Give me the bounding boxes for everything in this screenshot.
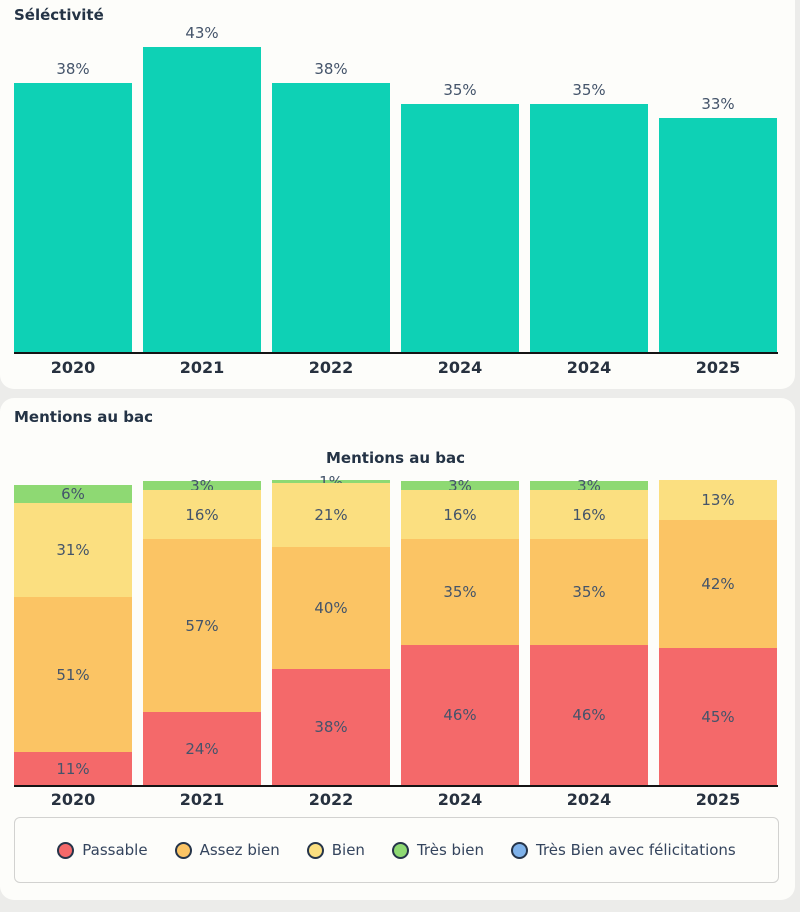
mentions-segment-passable-2024: 46% xyxy=(401,645,519,785)
mentions-segment-passable-2021: 24% xyxy=(143,712,261,785)
selectivity-bar-2025 xyxy=(659,118,777,352)
mentions-card: Mentions au bac Mentions au bac 6% 31% 51%… xyxy=(0,398,795,900)
mentions-segment-bien-2024: 16% xyxy=(530,490,648,539)
mentions-chart-plot: 6% 31% 51% 11% 3% 16% 57% 24% 1% 21% 40% 38% 3% 16% 35… xyxy=(14,473,777,785)
selectivity-bar-2021 xyxy=(143,47,261,352)
legend-swatch-icon xyxy=(174,841,192,859)
mentions-x-tick-2021: 2021 xyxy=(179,790,225,809)
selectivity-bar-group-2022: 38% xyxy=(272,60,390,352)
mentions-bar-group-2022: 1% 21% 40% 38% xyxy=(272,473,390,785)
mentions-segment-passable-2024: 46% xyxy=(530,645,648,785)
selectivity-x-tick-2025: 2025 xyxy=(695,358,741,377)
mentions-segment-très-bien-2024: 3% xyxy=(530,477,648,495)
mentions-segment-assez-bien-2022: 40% xyxy=(272,547,390,669)
mentions-segment-passable-2020: 11% xyxy=(14,752,132,785)
mentions-segment-assez-bien-2024: 35% xyxy=(401,539,519,645)
selectivity-bar-group-2020: 38% xyxy=(14,60,132,352)
selectivity-bar-value-label: 43% xyxy=(185,24,219,42)
mentions-segment-bien-2022: 21% xyxy=(272,483,390,547)
selectivity-x-tick-2024: 2024 xyxy=(566,358,612,377)
selectivity-bar-2020 xyxy=(14,83,132,352)
mentions-x-tick-2024: 2024 xyxy=(566,790,612,809)
mentions-segment-assez-bien-2020: 51% xyxy=(14,597,132,752)
selectivity-bar-value-label: 38% xyxy=(56,60,90,78)
mentions-segment-bien-2025: 13% xyxy=(659,480,777,520)
selectivity-title: Séléctivité xyxy=(14,6,104,24)
mentions-segment-passable-2022: 38% xyxy=(272,669,390,785)
selectivity-x-tick-2022: 2022 xyxy=(308,358,354,377)
legend-item-passable: Passable xyxy=(57,841,148,859)
mentions-x-tick-2022: 2022 xyxy=(308,790,354,809)
legend-swatch-icon xyxy=(306,841,324,859)
selectivity-bar-value-label: 35% xyxy=(443,81,477,99)
mentions-segment-très-bien-2021: 3% xyxy=(143,477,261,495)
selectivity-x-tick-2024: 2024 xyxy=(437,358,483,377)
legend-item-assez-bien: Assez bien xyxy=(174,841,280,859)
selectivity-x-axis-line xyxy=(14,352,778,354)
legend-label: Très bien xyxy=(416,841,484,859)
mentions-segment-très-bien-2020: 6% xyxy=(14,485,132,503)
mentions-segment-bien-2021: 16% xyxy=(143,490,261,539)
mentions-segment-assez-bien-2021: 57% xyxy=(143,539,261,712)
mentions-segment-assez-bien-2025: 42% xyxy=(659,520,777,648)
legend-item-très-bien: Très bien xyxy=(391,841,484,859)
mentions-header: Mentions au bac xyxy=(14,408,153,426)
mentions-segment-passable-2025: 45% xyxy=(659,648,777,785)
legend-item-très-bien-avec-félicitations: Très Bien avec félicitations xyxy=(510,841,736,859)
mentions-bar-group-2024: 3% 16% 35% 46% xyxy=(530,477,648,785)
legend-swatch-icon xyxy=(391,841,409,859)
mentions-bar-group-2020: 6% 31% 51% 11% xyxy=(14,485,132,785)
legend-label: Bien xyxy=(331,841,365,859)
mentions-segment-assez-bien-2024: 35% xyxy=(530,539,648,645)
selectivity-x-tick-2021: 2021 xyxy=(179,358,225,377)
legend-label: Très Bien avec félicitations xyxy=(535,841,736,859)
mentions-x-axis-line xyxy=(14,785,778,787)
legend-swatch-icon xyxy=(510,841,528,859)
selectivity-bar-group-2025: 33% xyxy=(659,95,777,352)
mentions-bar-group-2025: 13% 42% 45% xyxy=(659,480,777,785)
mentions-bar-group-2024: 3% 16% 35% 46% xyxy=(401,477,519,785)
mentions-legend: Passable Assez bien Bien Très bien Très Bien… xyxy=(14,817,779,883)
selectivity-bar-2024 xyxy=(530,104,648,352)
selectivity-bar-value-label: 33% xyxy=(701,95,735,113)
selectivity-bar-2024 xyxy=(401,104,519,352)
mentions-x-tick-2025: 2025 xyxy=(695,790,741,809)
selectivity-bar-group-2024: 35% xyxy=(530,81,648,352)
selectivity-bar-value-label: 38% xyxy=(314,60,348,78)
mentions-segment-très-bien-2024: 3% xyxy=(401,477,519,495)
selectivity-x-tick-2020: 2020 xyxy=(50,358,96,377)
mentions-bar-group-2021: 3% 16% 57% 24% xyxy=(143,477,261,785)
selectivity-bar-group-2021: 43% xyxy=(143,24,261,352)
legend-label: Passable xyxy=(82,841,148,859)
selectivity-bar-value-label: 35% xyxy=(572,81,606,99)
mentions-x-tick-2020: 2020 xyxy=(50,790,96,809)
legend-swatch-icon xyxy=(57,841,75,859)
selectivity-card: Séléctivité 38% 43% 38% 35% 35% 33% 2020 2021 2… xyxy=(0,0,795,389)
mentions-x-tick-2024: 2024 xyxy=(437,790,483,809)
legend-label: Assez bien xyxy=(199,841,280,859)
mentions-segment-bien-2020: 31% xyxy=(14,503,132,597)
selectivity-chart-plot: 38% 43% 38% 35% 35% 33% xyxy=(14,24,777,352)
selectivity-bar-group-2024: 35% xyxy=(401,81,519,352)
legend-item-bien: Bien xyxy=(306,841,365,859)
selectivity-bar-2022 xyxy=(272,83,390,352)
selectivity-x-axis-labels: 2020 2021 2022 2024 2024 2025 xyxy=(14,358,777,377)
mentions-x-axis-labels: 2020 2021 2022 2024 2024 2025 xyxy=(14,790,777,809)
mentions-chart-title: Mentions au bac xyxy=(326,449,465,467)
mentions-segment-bien-2024: 16% xyxy=(401,490,519,539)
